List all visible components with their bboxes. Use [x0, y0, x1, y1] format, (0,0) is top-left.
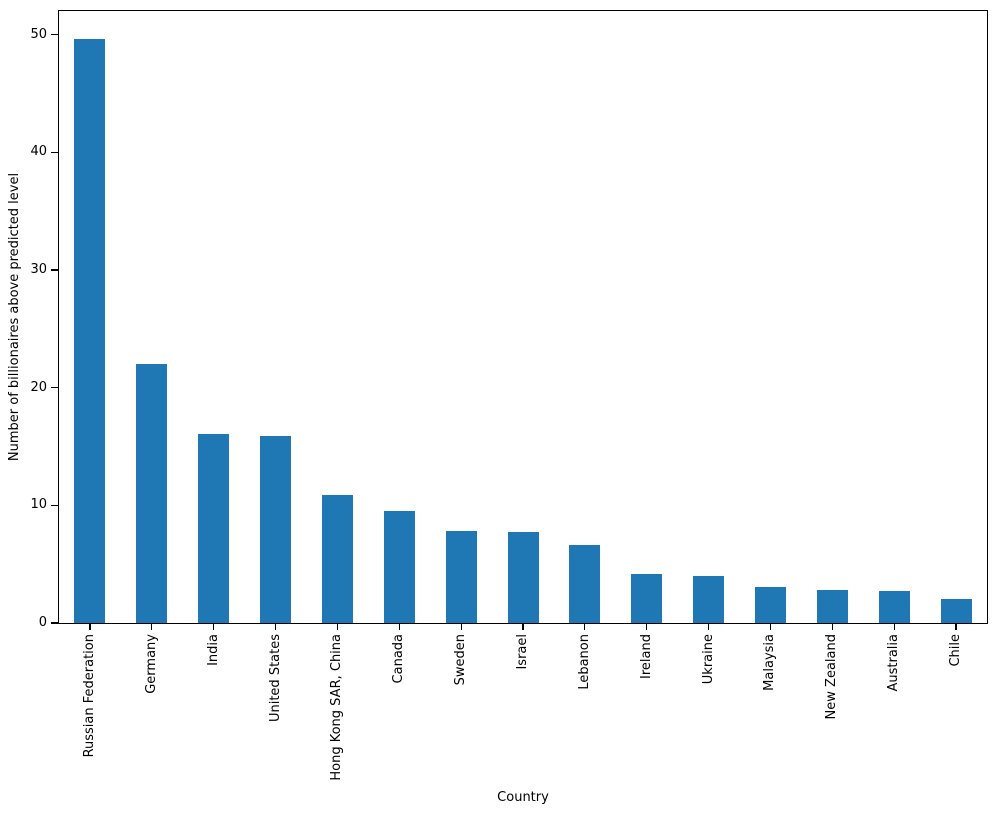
bar-russian-federation [74, 39, 106, 623]
x-tick-mark [460, 624, 462, 630]
x-tick-mark [213, 624, 215, 630]
x-tick-mark [831, 624, 833, 630]
x-tick-mark [955, 624, 957, 630]
y-axis-label: Number of billionaires above predicted l… [7, 172, 22, 462]
y-tick-label: 10 [30, 497, 47, 513]
x-tick-label: Malaysia [762, 634, 778, 691]
y-tick-label: 0 [38, 615, 47, 630]
bar-malaysia [754, 586, 786, 623]
x-tick-label: Canada [391, 634, 407, 684]
y-tick-mark [51, 622, 58, 624]
x-tick-label: India [205, 634, 221, 666]
x-tick-mark [89, 624, 91, 630]
y-tick-mark [51, 387, 58, 389]
y-tick-mark [51, 33, 58, 36]
x-tick-label: United States [267, 634, 283, 723]
y-tick-mark [51, 151, 58, 153]
x-tick-label: Australia [886, 634, 902, 692]
x-tick-mark [336, 624, 338, 630]
x-tick-mark [274, 624, 277, 630]
y-tick-label: 30 [30, 261, 47, 277]
x-tick-label: Lebanon [576, 634, 592, 690]
x-tick-mark [398, 624, 400, 630]
x-tick-mark [646, 624, 648, 630]
bar-india [198, 433, 230, 623]
x-tick-label: Sweden [453, 634, 469, 686]
bar-united-states [260, 435, 292, 623]
y-tick-label: 50 [30, 26, 47, 42]
y-tick-label: 20 [30, 379, 47, 395]
bar-ireland [631, 573, 663, 623]
bar-germany [136, 364, 168, 623]
x-tick-label: Hong Kong SAR, China [329, 634, 345, 781]
bar-new-zealand [816, 590, 848, 623]
bar-hong-kong-sar-china [321, 494, 353, 623]
bar-lebanon [569, 545, 601, 623]
y-tick-mark [51, 269, 58, 271]
bar-australia [878, 591, 910, 623]
x-tick-label: Russian Federation [81, 634, 97, 758]
x-tick-mark [522, 624, 524, 630]
y-tick-mark [51, 504, 58, 506]
bar-sweden [445, 531, 477, 623]
x-tick-label: Chile [948, 634, 964, 667]
x-tick-label: Ireland [638, 634, 654, 679]
x-tick-mark [708, 624, 710, 630]
x-tick-mark [893, 624, 895, 630]
bar-ukraine [693, 575, 725, 623]
x-tick-label: New Zealand [824, 634, 840, 720]
x-tick-mark [769, 624, 772, 630]
x-tick-mark [151, 624, 153, 630]
x-axis-label: Country [497, 790, 549, 805]
bar-chile [940, 599, 972, 623]
x-tick-label: Israel [515, 634, 530, 670]
x-tick-label: Germany [143, 634, 159, 694]
y-tick-label: 40 [30, 144, 47, 160]
bar-canada [383, 511, 415, 623]
plot-area [58, 10, 988, 624]
x-tick-mark [584, 624, 586, 630]
bar-israel [507, 532, 539, 623]
x-tick-label: Ukraine [700, 634, 716, 685]
